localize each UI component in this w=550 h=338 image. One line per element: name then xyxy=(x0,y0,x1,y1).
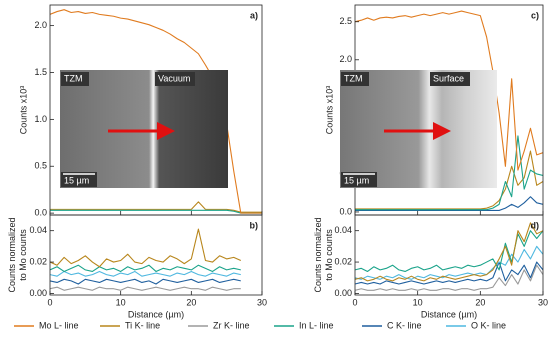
data-line xyxy=(355,222,543,282)
legend-label: O K- line xyxy=(471,320,506,330)
data-line xyxy=(355,245,543,280)
sem-image xyxy=(340,70,497,188)
y-axis-label: to Mo counts xyxy=(324,229,334,281)
inset-label: Surface xyxy=(433,73,464,83)
y-axis-label: to Mo counts xyxy=(18,229,28,281)
panel-label: d) xyxy=(531,220,540,230)
x-tick-label: 30 xyxy=(538,297,548,307)
series-group xyxy=(50,228,242,291)
frame xyxy=(354,214,544,296)
x-axis-label: Distance (µm) xyxy=(421,309,477,319)
y-tick-label: 0.5 xyxy=(34,161,47,171)
x-tick-label: 0 xyxy=(47,297,52,307)
data-line xyxy=(50,264,241,273)
data-line xyxy=(50,270,241,277)
y-tick-label: 0.00 xyxy=(29,288,47,298)
legend-label: Zr K- line xyxy=(213,320,250,330)
y-axis-label: Counts x10³ xyxy=(18,86,28,135)
y-axis-label: Counts normalized xyxy=(313,217,323,292)
panel: 0.00 0.02 0.04 0 10 20 30 Distance (µm) Counts n… xyxy=(313,214,548,319)
panel-label: c) xyxy=(531,10,539,20)
panel-label: a) xyxy=(250,10,258,20)
legend-label: Mo L- line xyxy=(39,320,79,330)
legend-label: In L- line xyxy=(299,320,334,330)
inset-label: TZM xyxy=(64,73,83,83)
y-tick-label: 0.0 xyxy=(339,206,352,216)
y-tick-label: 0.0 xyxy=(34,208,47,218)
series-group xyxy=(355,10,543,211)
x-axis-label: Distance (µm) xyxy=(128,309,184,319)
data-line xyxy=(355,196,543,211)
data-line xyxy=(355,135,543,211)
y-tick-label: 0.04 xyxy=(334,225,352,235)
x-tick-label: 10 xyxy=(413,297,423,307)
data-line xyxy=(355,150,543,210)
y-tick-label: 1.5 xyxy=(34,67,47,77)
y-axis-label: Counts x10³ xyxy=(324,86,334,135)
x-tick-label: 10 xyxy=(116,297,126,307)
x-tick-label: 30 xyxy=(257,297,267,307)
x-tick-label: 20 xyxy=(186,297,196,307)
scale-box xyxy=(61,172,97,187)
legend-label: C K- line xyxy=(387,320,422,330)
legend: Mo L- line Ti K- line Zr K- line In L- line… xyxy=(14,320,506,330)
panel-label: b) xyxy=(250,220,259,230)
frame xyxy=(49,214,263,296)
scale-label: 15 µm xyxy=(64,175,89,185)
label-box xyxy=(61,72,89,86)
y-tick-label: 2.0 xyxy=(34,20,47,30)
label-box xyxy=(155,72,195,86)
data-line xyxy=(50,201,262,213)
y-tick-label: 0.02 xyxy=(29,256,47,266)
data-line xyxy=(355,10,543,171)
data-line xyxy=(50,278,241,285)
x-tick-label: 20 xyxy=(475,297,485,307)
scale-box xyxy=(341,172,377,187)
sem-image xyxy=(60,70,228,188)
scale-label: 15 µm xyxy=(344,175,369,185)
data-line xyxy=(50,228,242,268)
data-line xyxy=(355,230,543,273)
y-tick-label: 0.04 xyxy=(29,225,47,235)
y-tick-label: 2.5 xyxy=(339,16,352,26)
inset-c: TZM Surface 15 µm xyxy=(340,70,497,188)
data-line xyxy=(355,264,543,291)
label-box xyxy=(430,72,470,86)
y-tick-label: 0.02 xyxy=(334,256,352,266)
data-line xyxy=(355,261,543,285)
label-box xyxy=(341,72,369,86)
legend-label: Ti K- line xyxy=(125,320,160,330)
inset-label: TZM xyxy=(344,73,363,83)
data-line xyxy=(50,286,241,291)
y-tick-label: 2.0 xyxy=(339,54,352,64)
y-tick-label: 1.0 xyxy=(34,114,47,124)
x-tick-label: 0 xyxy=(352,297,357,307)
y-tick-label: 0.00 xyxy=(334,288,352,298)
series-group xyxy=(355,222,543,291)
data-line xyxy=(50,209,262,214)
inset-label: Vacuum xyxy=(158,73,190,83)
y-axis-label: Counts normalized xyxy=(7,217,17,292)
panel: 0.00 0.02 0.04 0 10 20 30 Distance (µm) Counts n… xyxy=(7,214,267,319)
inset-a: TZM Vacuum 15 µm xyxy=(60,70,228,188)
